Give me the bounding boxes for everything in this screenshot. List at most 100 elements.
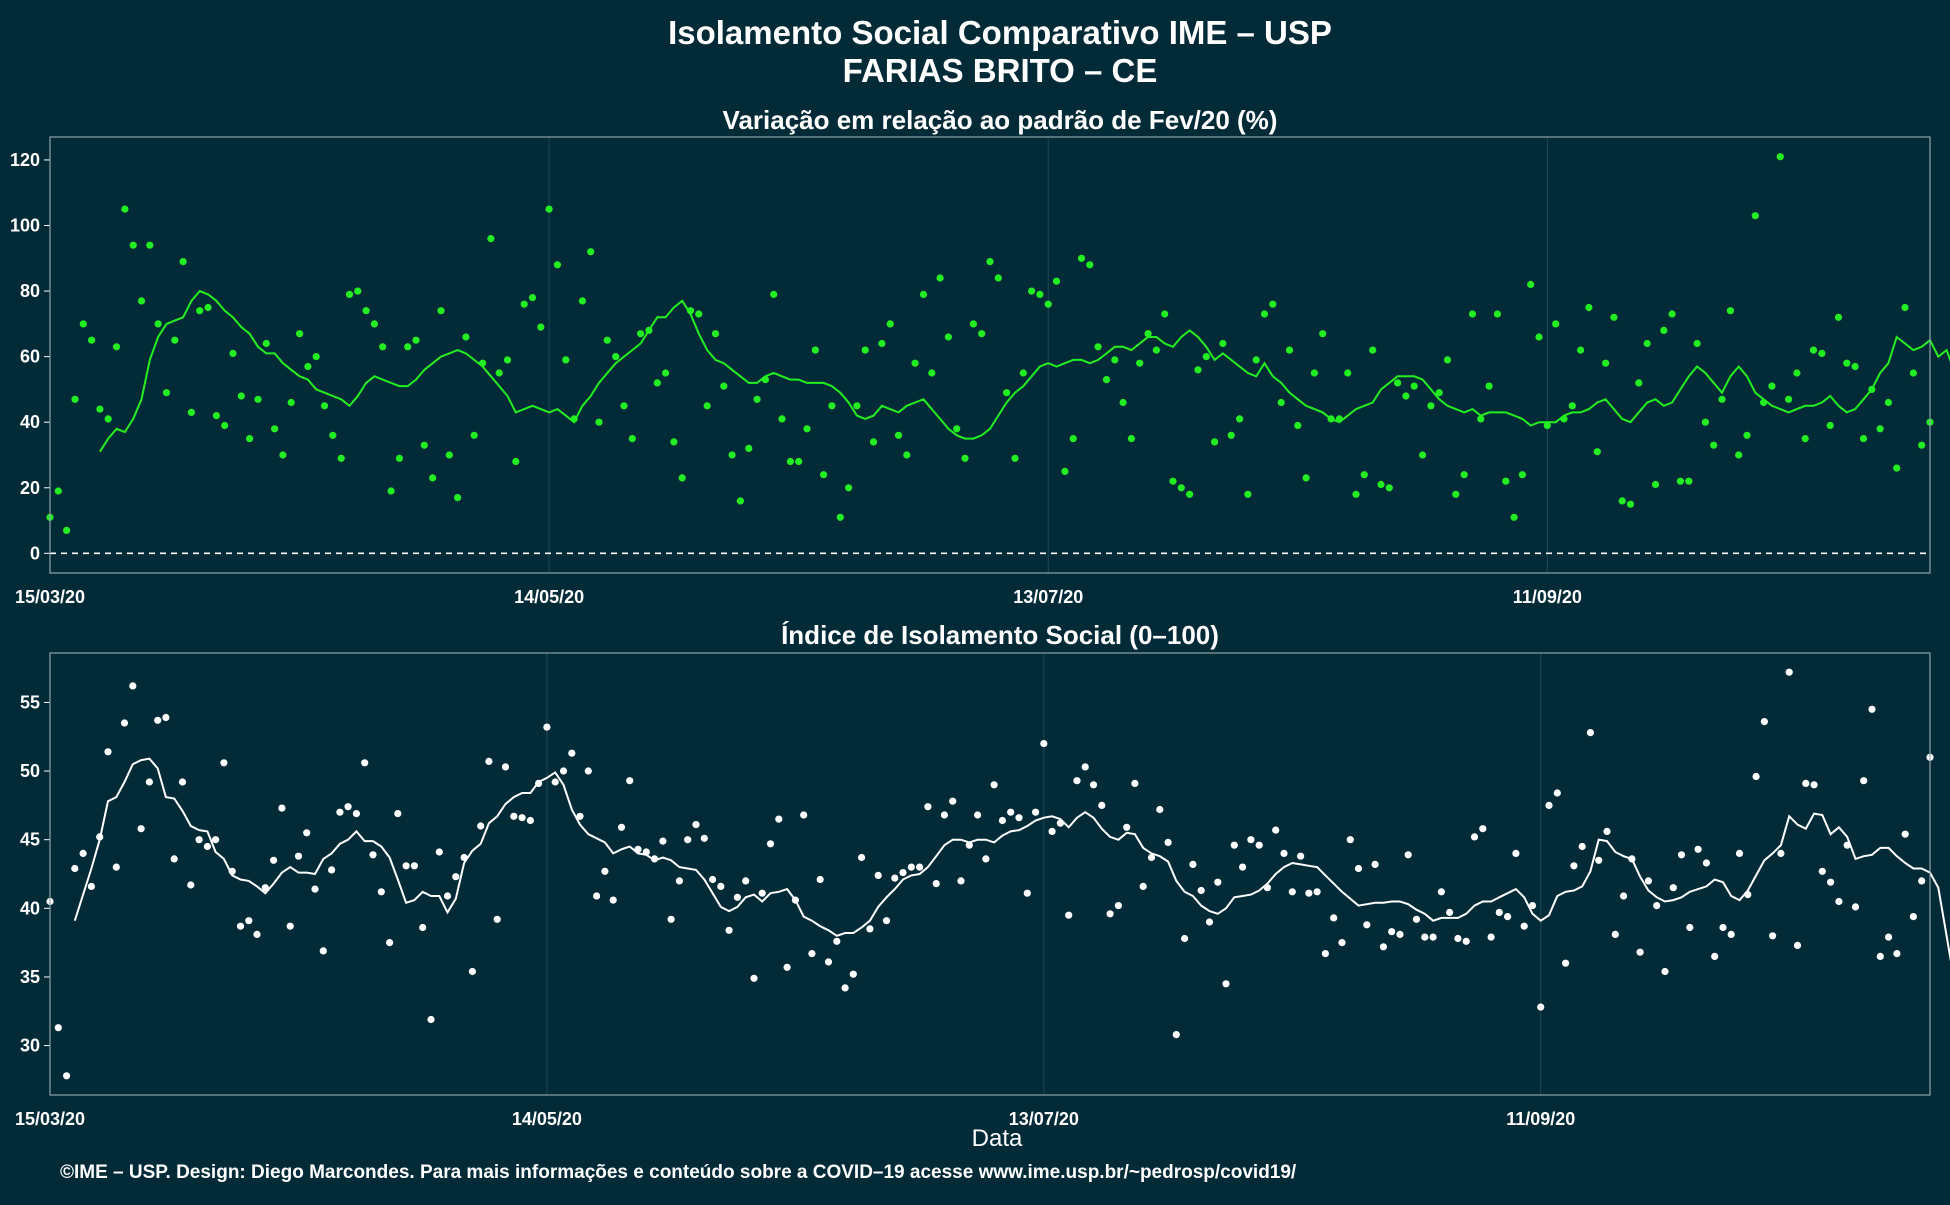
var-point [603, 336, 611, 344]
idx-point [452, 873, 460, 881]
var-point [1685, 477, 1693, 485]
var-point [1186, 490, 1194, 498]
idx-point [1321, 950, 1329, 958]
idx-point [576, 812, 584, 820]
idx-point [982, 855, 990, 863]
var-point [1169, 477, 1177, 485]
var-point [1901, 303, 1909, 312]
var-point [811, 346, 819, 354]
idx-point [187, 881, 195, 889]
idx-point [535, 779, 543, 788]
var-point [894, 431, 903, 439]
idx-x-tick-label: 13/07/20 [1009, 1109, 1079, 1129]
var-point [1485, 382, 1493, 390]
var-point [1227, 431, 1235, 439]
var-point [1260, 310, 1269, 318]
var-point [786, 457, 795, 466]
var-point [795, 457, 803, 466]
var-point [1294, 421, 1302, 430]
var-point [1352, 490, 1360, 498]
idx-point [1909, 913, 1917, 921]
idx-point [1239, 863, 1247, 871]
var-point [479, 359, 487, 367]
idx-point [1868, 705, 1876, 713]
var-point [179, 258, 187, 266]
idx-point [1098, 801, 1106, 810]
idx-point [1363, 921, 1371, 929]
idx-point [1156, 805, 1164, 814]
idx-point [54, 1024, 62, 1032]
var-point [404, 343, 412, 351]
var-point [1435, 389, 1443, 397]
var-point [637, 330, 645, 338]
idx-point [468, 967, 476, 976]
idx-point [526, 816, 535, 825]
var-point [437, 307, 445, 315]
var-point [1751, 212, 1759, 220]
var-point [370, 320, 378, 328]
chart-title-line2: FARIAS BRITO – CE [843, 52, 1158, 89]
var-point [96, 405, 104, 413]
idx-point [659, 837, 667, 845]
idx-point [129, 682, 137, 690]
idx-point [1131, 779, 1139, 788]
var-point [337, 454, 345, 462]
var-point [1510, 513, 1518, 521]
idx-point [1677, 851, 1686, 859]
var-point [961, 454, 969, 462]
idx-point [1470, 833, 1479, 841]
idx-point [1297, 852, 1305, 860]
var-point [736, 497, 745, 505]
var-point [1369, 346, 1377, 354]
idx-point [1727, 930, 1735, 939]
idx-point [916, 863, 924, 871]
idx-point [551, 778, 559, 786]
var-point [1701, 418, 1709, 426]
idx-point [543, 723, 551, 731]
var-x-tick-label: 11/09/20 [1513, 587, 1582, 607]
var-point [262, 339, 270, 348]
idx-point [1421, 933, 1429, 941]
panel2-title: Índice de Isolamento Social (0–100) [781, 620, 1219, 650]
var-point [761, 376, 770, 384]
var-point [1676, 477, 1684, 485]
idx-point [311, 885, 319, 893]
idx-point [328, 866, 336, 874]
idx-point [1429, 933, 1437, 941]
idx-point [1570, 862, 1578, 870]
idx-point [1073, 777, 1081, 785]
var-point [1061, 467, 1069, 475]
idx-point [443, 892, 452, 900]
idx-point [1123, 823, 1131, 831]
var-point [1909, 369, 1917, 377]
idx-point [1686, 923, 1694, 932]
idx-point [1885, 933, 1893, 941]
var-point [1460, 471, 1468, 479]
idx-point [1860, 777, 1868, 785]
idx-point [162, 713, 170, 722]
var-point [304, 362, 312, 371]
var-point [462, 333, 470, 341]
var-point [1086, 261, 1094, 269]
idx-point [1437, 888, 1445, 896]
idx-point [965, 841, 973, 849]
idx-point [783, 963, 791, 971]
var-point [1626, 500, 1635, 508]
var-point [112, 343, 121, 351]
var-point [1077, 254, 1086, 262]
var-point [1036, 290, 1044, 298]
idx-point [336, 808, 344, 816]
idx-point [1313, 888, 1321, 896]
var-panel: 15/03/20 14/05/20 13/07/20 11/09/20 0 20 40 60 8… [10, 136, 1950, 607]
idx-point [1007, 808, 1015, 816]
var-point [670, 438, 678, 446]
var-point [171, 336, 179, 344]
idx-point [1065, 911, 1073, 919]
var-point [1094, 343, 1102, 351]
idx-point [1388, 928, 1396, 936]
idx-point [1835, 897, 1843, 906]
var-point [628, 435, 636, 443]
idx-point [402, 862, 410, 870]
idx-point [1628, 855, 1636, 863]
var-point [686, 307, 695, 315]
